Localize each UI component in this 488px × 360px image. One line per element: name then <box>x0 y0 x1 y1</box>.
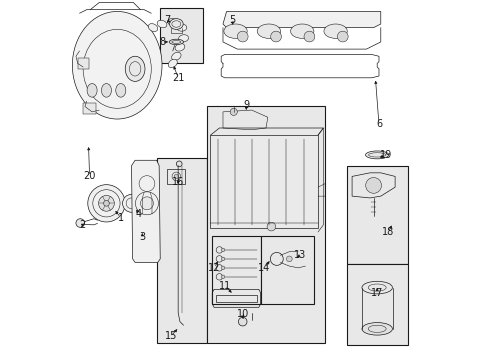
Ellipse shape <box>178 35 188 42</box>
Ellipse shape <box>87 84 97 97</box>
Text: 7: 7 <box>164 15 170 26</box>
Circle shape <box>88 185 125 222</box>
Text: 20: 20 <box>83 171 96 181</box>
Ellipse shape <box>72 12 162 119</box>
Ellipse shape <box>167 19 178 26</box>
Text: 12: 12 <box>207 263 220 273</box>
Ellipse shape <box>101 84 111 97</box>
Text: 1: 1 <box>118 213 123 222</box>
Bar <box>83 103 96 114</box>
Circle shape <box>238 318 246 326</box>
Ellipse shape <box>168 59 177 68</box>
Ellipse shape <box>169 19 183 30</box>
Bar <box>206 107 325 343</box>
Ellipse shape <box>169 39 183 45</box>
Text: 10: 10 <box>236 310 248 319</box>
Ellipse shape <box>257 24 280 39</box>
Circle shape <box>221 257 224 261</box>
Text: 11: 11 <box>218 281 230 291</box>
Ellipse shape <box>157 20 166 28</box>
Text: 21: 21 <box>172 73 184 83</box>
Ellipse shape <box>175 44 184 51</box>
Circle shape <box>237 31 247 42</box>
Text: 14: 14 <box>258 263 270 273</box>
Ellipse shape <box>176 24 186 31</box>
Circle shape <box>99 195 114 211</box>
Bar <box>160 8 203 63</box>
Text: 16: 16 <box>172 177 184 187</box>
Circle shape <box>304 31 314 42</box>
Ellipse shape <box>171 52 181 60</box>
Circle shape <box>286 256 292 262</box>
Polygon shape <box>351 173 394 198</box>
Ellipse shape <box>323 24 346 39</box>
Circle shape <box>103 201 109 206</box>
Circle shape <box>270 31 281 42</box>
Text: 13: 13 <box>293 250 305 260</box>
Text: 17: 17 <box>370 288 383 298</box>
Polygon shape <box>215 295 257 302</box>
Text: 2: 2 <box>79 220 85 230</box>
Circle shape <box>174 174 178 179</box>
Text: 19: 19 <box>379 150 391 160</box>
Circle shape <box>270 252 283 265</box>
Bar <box>167 169 185 184</box>
Ellipse shape <box>365 151 388 159</box>
Bar <box>260 235 314 304</box>
Bar <box>212 235 260 304</box>
Ellipse shape <box>148 24 158 32</box>
Circle shape <box>140 197 153 210</box>
Circle shape <box>221 266 224 270</box>
Circle shape <box>230 108 237 116</box>
Circle shape <box>365 177 381 193</box>
Bar <box>346 166 407 264</box>
Polygon shape <box>223 12 380 28</box>
Bar <box>346 264 407 345</box>
Text: 8: 8 <box>159 37 165 47</box>
Polygon shape <box>223 110 267 130</box>
Ellipse shape <box>361 281 392 294</box>
Circle shape <box>176 161 182 167</box>
Polygon shape <box>131 160 160 262</box>
Text: 18: 18 <box>381 227 393 237</box>
Text: 3: 3 <box>139 232 145 242</box>
Circle shape <box>76 219 84 227</box>
Circle shape <box>122 194 140 212</box>
Circle shape <box>221 275 224 279</box>
Text: 5: 5 <box>228 15 235 26</box>
Text: 15: 15 <box>164 331 177 341</box>
Bar <box>78 58 88 69</box>
Polygon shape <box>210 135 317 228</box>
Bar <box>156 158 206 343</box>
Circle shape <box>221 248 224 252</box>
Ellipse shape <box>224 24 247 39</box>
Ellipse shape <box>125 56 144 81</box>
Circle shape <box>337 31 347 42</box>
Ellipse shape <box>116 84 125 97</box>
Ellipse shape <box>290 24 313 39</box>
Circle shape <box>266 222 275 231</box>
Text: 4: 4 <box>135 209 142 219</box>
Text: 6: 6 <box>375 120 381 129</box>
Ellipse shape <box>361 323 392 335</box>
Text: 9: 9 <box>243 100 249 110</box>
